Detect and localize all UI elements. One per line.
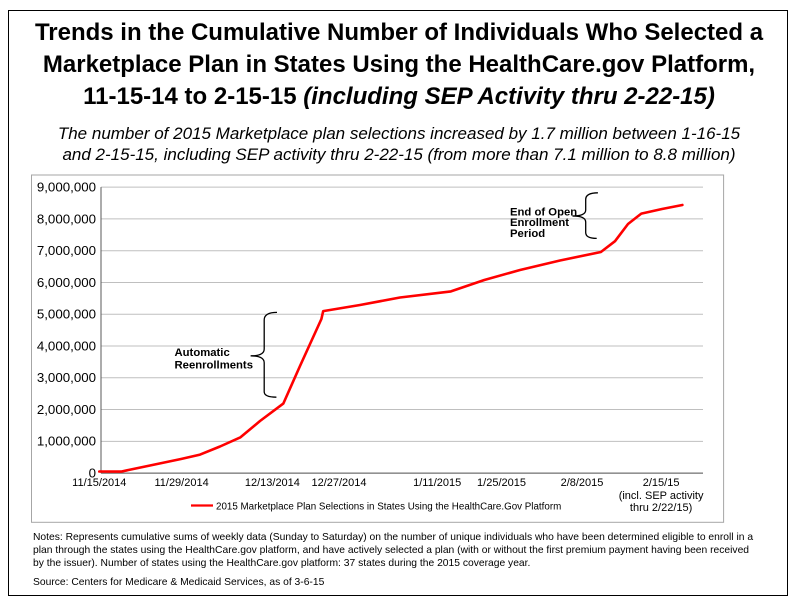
svg-text:2/15/15: 2/15/15 <box>643 477 680 489</box>
svg-text:11/29/2014: 11/29/2014 <box>154 477 208 489</box>
svg-text:7,000,000: 7,000,000 <box>37 243 96 258</box>
svg-text:Notes: Represents cumulative: Notes: Represents cumulative sums of wee… <box>33 532 753 543</box>
svg-text:by the issuer). Number of sta: by the issuer). Number of states using t… <box>33 558 530 569</box>
svg-text:5,000,000: 5,000,000 <box>37 307 96 322</box>
svg-text:plan through the states using: plan through the states using the Health… <box>33 545 749 556</box>
svg-text:8,000,000: 8,000,000 <box>37 211 96 226</box>
svg-text:thru 2/22/15): thru 2/22/15) <box>630 502 692 514</box>
svg-text:9,000,000: 9,000,000 <box>37 180 96 195</box>
svg-text:Reenrollments: Reenrollments <box>175 359 253 371</box>
svg-text:2/8/2015: 2/8/2015 <box>561 477 604 489</box>
svg-text:1/11/2015: 1/11/2015 <box>413 477 461 489</box>
svg-text:6,000,000: 6,000,000 <box>37 275 96 290</box>
svg-text:1/25/2015: 1/25/2015 <box>477 477 526 489</box>
svg-text:1,000,000: 1,000,000 <box>37 434 96 449</box>
svg-text:11/15/2014: 11/15/2014 <box>72 477 126 489</box>
svg-text:12/27/2014: 12/27/2014 <box>311 477 366 489</box>
svg-text:Period: Period <box>510 228 545 240</box>
svg-text:4,000,000: 4,000,000 <box>37 338 96 353</box>
svg-text:Automatic: Automatic <box>175 347 230 359</box>
svg-text:2015 Marketplace Plan Selectio: 2015 Marketplace Plan Selections in Stat… <box>216 502 561 513</box>
svg-text:(incl. SEP activity: (incl. SEP activity <box>619 490 704 502</box>
svg-text:12/13/2014: 12/13/2014 <box>245 477 300 489</box>
svg-text:3,000,000: 3,000,000 <box>37 370 96 385</box>
svg-text:Source: Centers for Medicare: Source: Centers for Medicare & Medicaid … <box>33 577 325 588</box>
svg-text:2,000,000: 2,000,000 <box>37 402 96 417</box>
